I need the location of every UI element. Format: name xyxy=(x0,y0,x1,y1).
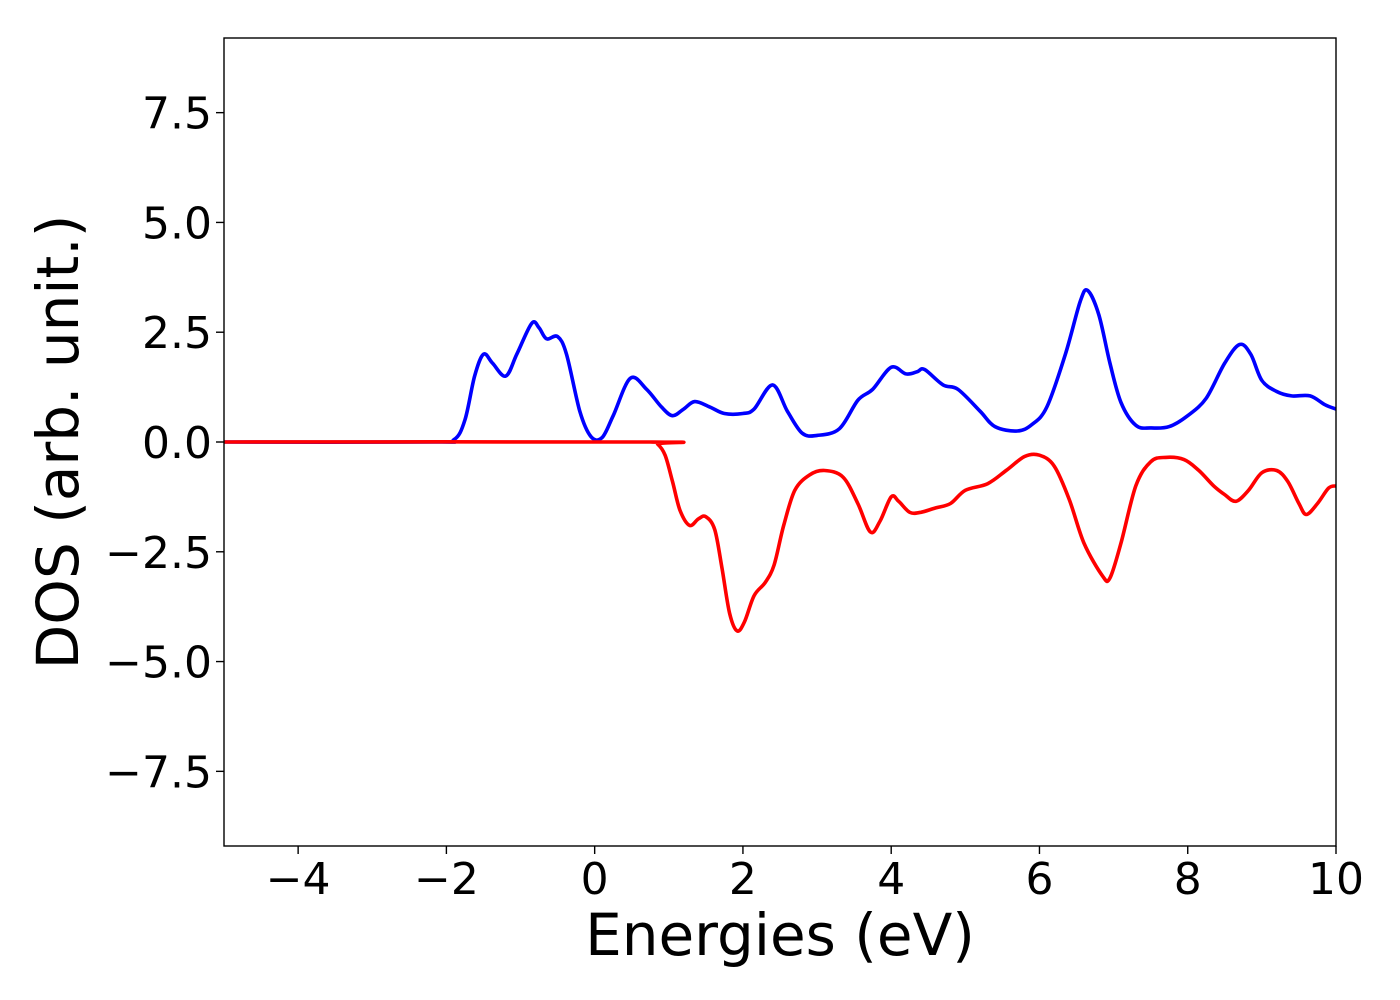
x-tick-label: −2 xyxy=(414,854,479,905)
y-tick-label: −5.0 xyxy=(105,638,212,689)
y-tick-label: 2.5 xyxy=(142,308,212,359)
y-tick-label: 7.5 xyxy=(142,89,212,140)
x-axis-label: Energies (eV) xyxy=(585,901,975,969)
y-tick-label: −2.5 xyxy=(105,528,212,579)
x-tick-label: 8 xyxy=(1174,854,1202,905)
y-tick-label: 0.0 xyxy=(142,418,212,469)
x-axis: −4 −2 0 2 4 6 8 10 xyxy=(266,846,1364,905)
y-axis-label: DOS (arb. unit.) xyxy=(24,215,92,670)
y-axis: −7.5 −5.0 −2.5 0.0 2.5 5.0 7.5 xyxy=(105,89,224,798)
x-tick-label: 0 xyxy=(581,854,609,905)
x-tick-label: 2 xyxy=(729,854,757,905)
y-tick-label: −7.5 xyxy=(105,747,212,798)
x-tick-label: 4 xyxy=(877,854,905,905)
y-tick-label: 5.0 xyxy=(142,198,212,249)
series-line-0 xyxy=(224,288,1336,444)
x-tick-label: −4 xyxy=(266,854,331,905)
series-line-1 xyxy=(224,440,1336,633)
x-tick-label: 10 xyxy=(1308,854,1364,905)
series-layer xyxy=(224,288,1336,633)
x-tick-label: 6 xyxy=(1025,854,1053,905)
